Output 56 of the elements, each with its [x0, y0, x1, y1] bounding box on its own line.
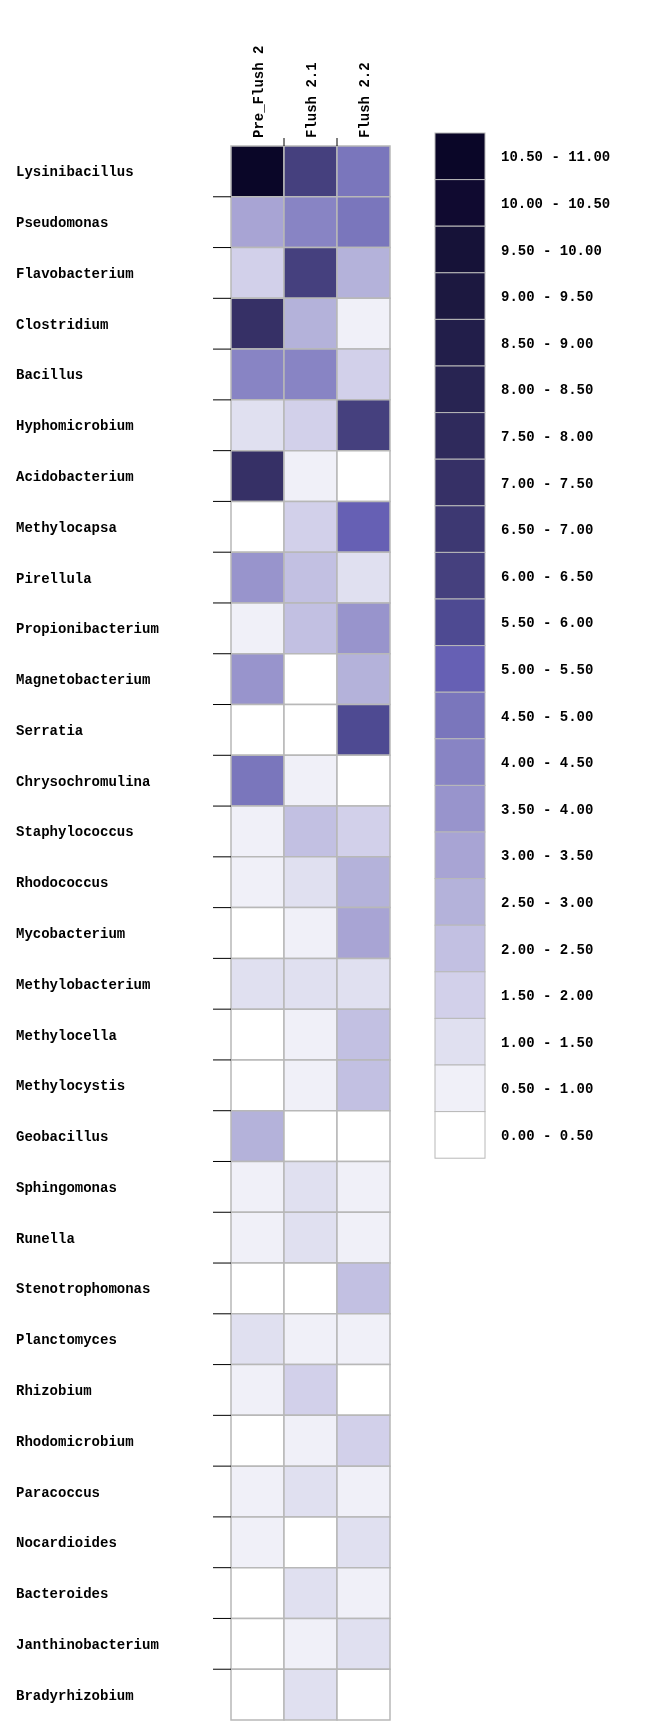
y-tick-label: Propionibacterium [16, 621, 159, 638]
color-bar-label: 3.00 - 3.50 [501, 848, 594, 865]
y-tick-label: Serratia [16, 722, 84, 739]
y-tick-label: Chrysochromulina [16, 773, 152, 790]
y-tick-label: Bradyrhizobium [16, 1687, 134, 1704]
color-bar-label: 3.50 - 4.00 [501, 801, 594, 818]
color-bar-label: 5.50 - 6.00 [501, 615, 594, 632]
y-tick-label: Methylocella [16, 1027, 118, 1044]
color-bar-label: 7.50 - 8.00 [501, 428, 594, 445]
color-bar-label: 10.50 - 11.00 [501, 149, 611, 166]
y-tick-label: Rhodomicrobium [16, 1433, 134, 1450]
color-bar-label: 1.00 - 1.50 [501, 1034, 594, 1051]
y-tick-label: Staphylococcus [16, 824, 134, 841]
y-tick-label: Methylobacterium [16, 976, 151, 993]
y-tick-label: Methylocystis [16, 1078, 126, 1095]
y-tick-label: Magnetobacterium [16, 672, 151, 689]
y-tick-label: Nocardioides [16, 1535, 117, 1552]
color-bar-label: 6.50 - 7.00 [501, 522, 594, 539]
y-tick-label: Janthinobacterium [16, 1636, 159, 1653]
color-bar-label: 8.50 - 9.00 [501, 335, 594, 352]
color-bar-label: 8.00 - 8.50 [501, 382, 594, 399]
y-tick-label: Pseudomonas [16, 215, 109, 232]
y-tick-label: Hyphomicrobium [16, 418, 134, 435]
color-bar-label: 6.00 - 6.50 [501, 568, 594, 585]
color-bar-label: 4.00 - 4.50 [501, 755, 594, 772]
y-tick-label: Bacteroides [16, 1586, 109, 1603]
y-tick-label: Planctomyces [16, 1332, 117, 1349]
y-tick-label: Flavobacterium [16, 265, 134, 282]
y-tick-label: Clostridium [16, 316, 109, 333]
y-tick-label: Bacillus [16, 367, 84, 384]
x-tick-label: Flush 2.2 [356, 62, 373, 138]
y-tick-label: Geobacillus [16, 1129, 109, 1146]
color-bar-label: 4.50 - 5.00 [501, 708, 594, 725]
y-tick-label: Sphingomonas [16, 1179, 117, 1196]
color-bar-label: 10.00 - 10.50 [501, 195, 611, 212]
y-tick-label: Rhizobium [16, 1382, 92, 1399]
y-tick-label: Methylocapsa [16, 519, 118, 536]
y-tick-label: Rhodococcus [16, 875, 109, 892]
color-bar-label: 2.50 - 3.00 [501, 894, 594, 911]
color-bar-label: 0.50 - 1.00 [501, 1081, 594, 1098]
color-bar-label: 7.00 - 7.50 [501, 475, 594, 492]
y-tick-label: Runella [16, 1230, 76, 1247]
y-tick-label: Mycobacterium [16, 926, 126, 942]
color-bar-label: 5.00 - 5.50 [501, 661, 594, 678]
y-tick-label: Acidobacterium [16, 469, 134, 486]
y-tick-label: Lysinibacillus [16, 164, 134, 181]
y-tick-label: Paracoccus [16, 1484, 101, 1501]
y-tick-label: Stenotrophomonas [16, 1281, 151, 1298]
color-bar-label: 0.00 - 0.50 [501, 1127, 594, 1144]
color-bar-label: 9.00 - 9.50 [501, 289, 594, 306]
color-bar-label: 9.50 - 10.00 [501, 242, 602, 259]
x-tick-label: Pre_Flush 2 [250, 45, 267, 138]
y-tick-label: Pirellula [16, 570, 93, 587]
color-bar-label: 2.00 - 2.50 [501, 941, 594, 958]
color-bar-label: 1.50 - 2.00 [501, 988, 594, 1005]
x-tick-label: Flush 2.1 [303, 62, 320, 138]
